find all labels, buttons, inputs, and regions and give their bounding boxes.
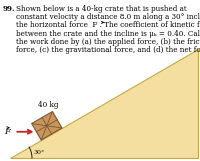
Text: Shown below is a 40-kg crate that is pushed at: Shown below is a 40-kg crate that is pus… bbox=[16, 5, 187, 13]
Text: the work done by (a) the applied force, (b) the frictional: the work done by (a) the applied force, … bbox=[16, 38, 200, 46]
Text: 40 kg: 40 kg bbox=[38, 101, 58, 109]
Text: force, (c) the gravitational force, and (d) the net force.: force, (c) the gravitational force, and … bbox=[16, 46, 200, 54]
Text: the horizontal force  F . The coefficient of kinetic friction: the horizontal force F . The coefficient… bbox=[16, 21, 200, 29]
Text: F: F bbox=[4, 128, 9, 136]
Text: 30°: 30° bbox=[33, 150, 44, 155]
Text: between the crate and the incline is μₖ = 0.40. Calculate: between the crate and the incline is μₖ … bbox=[16, 30, 200, 38]
Text: constant velocity a distance 8.0 m along a 30° incline by: constant velocity a distance 8.0 m along… bbox=[16, 13, 200, 21]
Polygon shape bbox=[32, 112, 62, 140]
Text: 99.: 99. bbox=[3, 5, 16, 13]
Polygon shape bbox=[10, 49, 198, 158]
